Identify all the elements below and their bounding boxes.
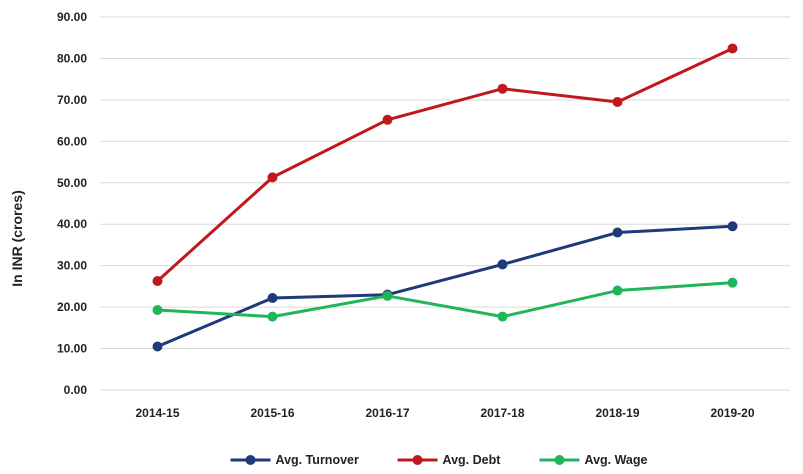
y-tick-label: 10.00 [57, 342, 87, 356]
legend-label: Avg. Turnover [276, 453, 359, 467]
data-point [152, 305, 163, 316]
data-point [727, 277, 738, 288]
x-tick-label: 2014-15 [135, 406, 179, 420]
legend-item: Avg. Turnover [230, 453, 359, 467]
legend-marker [412, 455, 423, 465]
x-tick-label: 2018-19 [595, 406, 639, 420]
data-point [152, 341, 163, 352]
data-point [382, 114, 393, 125]
legend-marker [554, 455, 565, 465]
series-group [152, 221, 738, 352]
x-tick-label: 2015-16 [250, 406, 294, 420]
series-group [152, 43, 738, 287]
y-tick-label: 0.00 [64, 383, 88, 397]
x-tick-label: 2016-17 [365, 406, 409, 420]
data-point [497, 311, 508, 322]
x-axis: 2014-15 2015-16 2016-17 2017-18 2018-19 2019-… [135, 406, 754, 420]
legend-label: Avg. Wage [585, 453, 648, 467]
data-point [612, 96, 623, 107]
y-tick-label: 90.00 [57, 10, 87, 24]
series-line [156, 281, 734, 319]
data-point [727, 221, 738, 232]
y-axis-title: In INR (crores) [9, 190, 25, 286]
y-tick-label: 30.00 [57, 259, 87, 273]
x-tick-label: 2019-20 [710, 406, 754, 420]
legend-label: Avg. Debt [443, 453, 502, 467]
gridlines [100, 16, 790, 391]
series-group [152, 277, 738, 322]
data-point [497, 259, 508, 270]
data-point [152, 276, 163, 287]
data-point [497, 83, 508, 94]
series [152, 43, 738, 352]
data-point [727, 43, 738, 54]
legend-item: Avg. Wage [539, 453, 648, 467]
y-tick-label: 70.00 [57, 93, 87, 107]
x-tick-label: 2017-18 [480, 406, 524, 420]
data-point [267, 311, 278, 322]
data-point [612, 227, 623, 238]
y-tick-label: 20.00 [57, 300, 87, 314]
y-tick-label: 40.00 [57, 217, 87, 231]
series-line [156, 224, 734, 348]
data-point [612, 285, 623, 296]
legend: Avg. Turnover Avg. Debt Avg. Wage [230, 453, 648, 467]
legend-item: Avg. Debt [397, 453, 502, 467]
series-line [156, 46, 734, 283]
y-axis: 0.00 10.00 20.00 30.00 40.00 50.00 60.00 70.00 8… [57, 10, 87, 397]
y-tick-label: 60.00 [57, 134, 87, 148]
data-point [382, 290, 393, 301]
legend-marker [245, 455, 256, 465]
y-tick-label: 80.00 [57, 51, 87, 65]
y-tick-label: 50.00 [57, 176, 87, 190]
data-point [267, 172, 278, 183]
data-point [267, 292, 278, 303]
